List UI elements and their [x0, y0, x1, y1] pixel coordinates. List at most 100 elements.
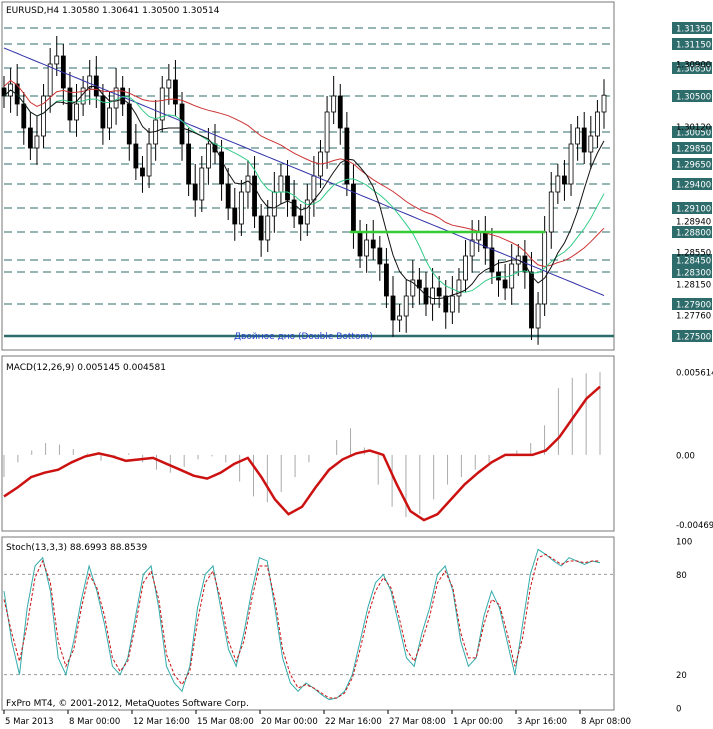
level-label-box — [672, 202, 712, 214]
candle-body — [337, 95, 343, 129]
level-label-text: 1.30050 — [676, 129, 711, 139]
time-label: 27 Mar 08:00 — [389, 717, 446, 727]
level-label-box — [672, 90, 712, 102]
candle-body — [179, 103, 185, 145]
level-label-text: 1.28300 — [676, 269, 711, 279]
candle-body — [397, 315, 403, 321]
candle-body — [568, 143, 574, 185]
double-bottom-annotation: Двойное дно (Double Bottom) — [234, 332, 373, 342]
candle-body — [113, 87, 119, 109]
level-label: 1.29100 — [672, 202, 712, 215]
level-label-text: 1.31150 — [676, 41, 711, 51]
level-label-box — [672, 126, 712, 138]
candle-body — [390, 295, 396, 321]
candle-body — [41, 95, 46, 137]
time-label: 22 Mar 16:00 — [325, 717, 382, 727]
candle-body — [291, 199, 297, 217]
price-tick-label: 1.28550 — [676, 249, 711, 259]
level-label-text: 1.29400 — [676, 181, 711, 191]
level-label: 1.31350 — [672, 22, 712, 35]
candle-body — [403, 295, 409, 317]
stoch-tick-label: 20 — [676, 671, 687, 681]
candle-body — [199, 167, 205, 201]
macd-tick-label: 0.00 — [676, 451, 695, 461]
candle-body — [331, 95, 337, 113]
candle-body — [258, 215, 264, 241]
time-label: 20 Mar 00:00 — [261, 717, 318, 727]
candle-body — [469, 239, 475, 257]
candle-body — [205, 143, 211, 169]
time-label: 5 Mar 2013 — [5, 717, 53, 727]
candle-body — [529, 271, 534, 329]
candle-body — [588, 135, 594, 153]
time-label: 15 Mar 08:00 — [197, 717, 254, 727]
candle-body — [225, 183, 231, 209]
stoch-tick-label: 80 — [676, 571, 687, 581]
candle-body — [449, 295, 455, 313]
time-label: 1 Apr 00:00 — [453, 717, 503, 727]
level-label-box — [672, 298, 712, 310]
candle-body — [159, 87, 165, 121]
level-label: 1.30050 — [672, 126, 712, 139]
level-label: 1.30850 — [672, 62, 712, 75]
time-label: 12 Mar 16:00 — [133, 717, 190, 727]
candle-body — [238, 191, 244, 225]
price-chart — [1, 27, 614, 345]
level-label: 1.31150 — [672, 38, 712, 51]
candle-body — [595, 111, 600, 137]
stoch-chart: 100 80 20 0 — [3, 538, 692, 715]
candle-body — [463, 255, 468, 281]
level-label-box — [672, 38, 712, 50]
level-label-box — [672, 22, 712, 34]
candle-body — [252, 175, 257, 217]
level-label-box — [672, 142, 712, 154]
level-label-box — [672, 62, 712, 74]
level-label: 1.29650 — [672, 158, 712, 171]
level-label-box — [672, 226, 712, 238]
level-label-text: 1.27500 — [676, 333, 711, 343]
level-label: 1.28800 — [672, 226, 712, 239]
macd-chart: 0.005614 0.00 -0.00469 — [3, 368, 713, 531]
candle-body — [285, 175, 290, 201]
level-label: 1.27900 — [672, 298, 712, 311]
candle-body — [140, 167, 145, 177]
candle-body — [364, 239, 370, 257]
ma-blue-line — [3, 47, 605, 296]
candle-body — [555, 175, 561, 193]
level-label-box — [672, 158, 712, 170]
candle-body — [34, 135, 40, 149]
candle-body — [107, 107, 112, 129]
candle-body — [311, 175, 317, 201]
candle-body — [126, 103, 132, 145]
candle-body — [344, 127, 350, 185]
macd-header: MACD(12,26,9) 0.005145 0.004581 — [6, 363, 166, 373]
candle-body — [173, 79, 178, 105]
level-label-box — [672, 254, 712, 266]
candle-body — [47, 63, 53, 97]
candle-body — [548, 191, 554, 233]
candle-body — [74, 103, 79, 121]
ma-red-line — [3, 79, 605, 268]
ma-green-line — [3, 89, 605, 293]
candle-body — [562, 175, 567, 185]
candle-body — [410, 279, 416, 297]
candle-body — [357, 231, 363, 257]
candle-body — [245, 175, 251, 193]
candle-body — [166, 79, 172, 89]
candle-body — [54, 55, 60, 65]
candle-body — [232, 207, 238, 225]
price-tick-label: 1.28150 — [676, 281, 711, 291]
footer-copyright: FxPro MT4, © 2001-2012, MetaQuotes Softw… — [6, 699, 249, 709]
price-header: EURUSD,H4 1.30580 1.30641 1.30500 1.3051… — [6, 6, 220, 16]
candles — [1, 36, 607, 345]
candle-body — [192, 183, 198, 201]
level-label: 1.29400 — [672, 178, 712, 191]
level-label: 1.28300 — [672, 266, 712, 279]
price-tick-label: 1.27760 — [676, 312, 711, 322]
stoch-tick-label: 100 — [676, 538, 692, 548]
ma-black-line — [3, 86, 605, 299]
price-axis: 1.31350 1.31150 1.30850 1.30500 1.30050 1.298… — [672, 22, 712, 343]
level-label: 1.30500 — [672, 90, 712, 103]
stoch-main-line — [3, 548, 601, 701]
level-label-box — [672, 178, 712, 190]
